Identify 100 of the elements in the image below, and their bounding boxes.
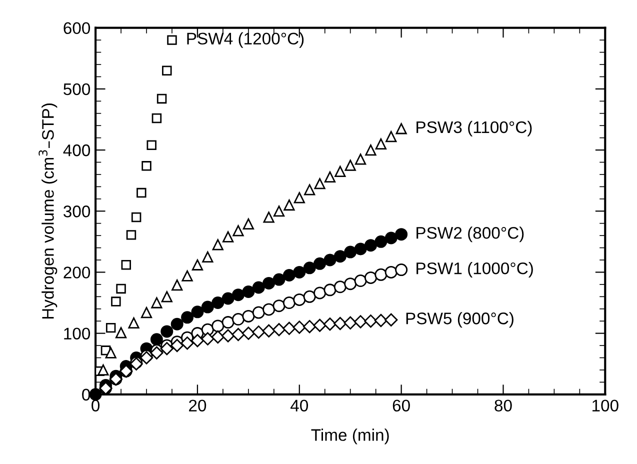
point (201, 300, 214, 314)
x-tick-label: 60 (392, 400, 410, 412)
point (211, 330, 224, 344)
point (396, 123, 407, 134)
point (232, 288, 244, 302)
point (272, 323, 286, 336)
point (252, 306, 265, 319)
point (222, 316, 234, 329)
point (262, 324, 276, 338)
series-label: PSW5 (900°C) (406, 312, 514, 328)
point (232, 313, 244, 326)
x-tick-label: 20 (189, 400, 206, 412)
point (182, 270, 193, 282)
point (272, 300, 286, 312)
point (334, 250, 346, 263)
point (384, 266, 398, 278)
point (131, 212, 142, 222)
point (98, 364, 109, 376)
x-tick-label: 80 (494, 400, 512, 412)
point (128, 317, 140, 328)
point (242, 286, 255, 298)
point (313, 318, 326, 332)
point (146, 140, 156, 150)
y-tick-label: 600 (64, 22, 90, 34)
point (212, 296, 224, 310)
point (212, 320, 224, 332)
point (202, 251, 214, 262)
y-tick-label: 500 (64, 83, 90, 96)
y-axis-title: Hydrogen volume (cm$^{3}$–STP) (38, 104, 58, 319)
point (242, 326, 256, 340)
point (136, 188, 146, 198)
point (221, 329, 235, 342)
point (292, 320, 306, 334)
point (354, 154, 366, 165)
point (150, 346, 164, 360)
point (364, 314, 378, 328)
point (334, 280, 346, 294)
point (293, 293, 306, 306)
x-tick-label: 100 (592, 400, 618, 412)
legend-label: PSW4 (1200°C) (187, 32, 304, 48)
point (314, 257, 326, 270)
point (344, 160, 356, 171)
point (140, 306, 152, 318)
point (324, 284, 336, 296)
y-tick-label: 0 (82, 388, 90, 401)
y-tick-label: 300 (64, 206, 90, 218)
point (395, 264, 408, 276)
point (170, 318, 184, 330)
point (191, 306, 204, 318)
point (282, 296, 296, 310)
point (365, 144, 376, 156)
point (384, 232, 398, 244)
point (181, 311, 194, 324)
x-tick-label: 0 (92, 400, 100, 412)
point (106, 322, 116, 333)
point (111, 296, 121, 306)
point (364, 239, 377, 252)
point (242, 218, 254, 230)
point (151, 297, 162, 308)
series-label: PSW1 (1000°C) (416, 262, 533, 278)
point (293, 266, 306, 278)
point (303, 262, 316, 274)
point (386, 131, 397, 142)
point (364, 271, 377, 284)
x-tick-label: 40 (290, 400, 308, 412)
point (282, 322, 296, 336)
point (284, 199, 295, 211)
point (126, 230, 136, 240)
point (170, 338, 184, 352)
point (304, 184, 316, 196)
point (252, 325, 266, 339)
point (282, 269, 296, 282)
point (222, 292, 234, 305)
point (242, 310, 255, 322)
point (180, 336, 194, 350)
point (354, 274, 367, 288)
point (252, 281, 265, 294)
y-tick-label: 400 (63, 144, 90, 156)
point (172, 279, 183, 291)
point (294, 192, 305, 204)
point (375, 138, 386, 150)
point (232, 328, 245, 342)
point (334, 166, 346, 177)
point (324, 171, 336, 182)
point (323, 318, 337, 331)
point (192, 259, 204, 270)
point (105, 347, 116, 358)
point (142, 161, 152, 171)
point (262, 303, 276, 316)
point (115, 327, 127, 338)
point (160, 342, 174, 356)
point (272, 273, 286, 286)
point (334, 316, 347, 330)
point (156, 94, 167, 104)
point (162, 66, 172, 76)
point (374, 268, 388, 281)
point (262, 276, 276, 290)
series-label: PSW2 (800°C) (416, 226, 524, 242)
series-label: PSW3 (1100°C) (416, 120, 532, 136)
point (273, 206, 285, 217)
